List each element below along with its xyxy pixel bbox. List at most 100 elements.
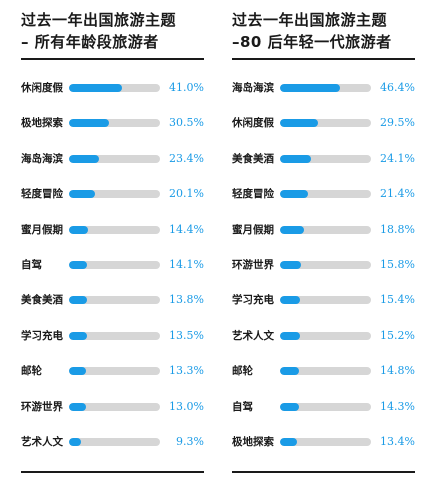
bar bbox=[69, 154, 100, 163]
bar bbox=[69, 331, 87, 340]
value-label: 15.8% bbox=[380, 258, 415, 271]
category-label: 休闲度假 bbox=[232, 117, 274, 130]
bar-row: 海岛海滨 23.4% bbox=[21, 149, 211, 169]
bar bbox=[69, 367, 87, 376]
bar-row: 美食美酒 24.1% bbox=[232, 149, 422, 169]
bar-track bbox=[280, 331, 371, 340]
bar bbox=[69, 225, 88, 234]
bar-track bbox=[280, 154, 371, 163]
value-label: 13.5% bbox=[169, 328, 204, 342]
category-label: 艺术人文 bbox=[232, 329, 274, 342]
bar bbox=[280, 84, 341, 92]
category-label: 艺术人文 bbox=[21, 436, 63, 448]
bar-row: 极地探索 30.5% bbox=[21, 113, 211, 133]
bar bbox=[69, 261, 88, 269]
category-label: 美食美酒 bbox=[21, 294, 63, 307]
bar-row: 蜜月假期 14.4% bbox=[21, 220, 211, 240]
value-label: 14.8% bbox=[380, 364, 415, 378]
chart-subtitle: –80 后年轻一代旅游者 bbox=[232, 33, 392, 51]
category-label: 学习充电 bbox=[21, 329, 63, 342]
category-label: 邮轮 bbox=[21, 365, 42, 378]
value-label: 14.1% bbox=[169, 258, 204, 271]
value-label: 15.4% bbox=[380, 293, 415, 307]
bar bbox=[280, 367, 300, 376]
bar-track bbox=[280, 367, 371, 376]
bar-row: 极地探索 13.4% bbox=[232, 432, 422, 452]
category-label: 环游世界 bbox=[21, 400, 63, 413]
category-label: 蜜月假期 bbox=[21, 223, 63, 236]
value-label: 41.0% bbox=[169, 81, 204, 94]
value-label: 9.3% bbox=[176, 435, 204, 448]
value-label: 13.4% bbox=[380, 435, 415, 448]
bar-track bbox=[280, 402, 371, 411]
bar-row: 艺术人文 15.2% bbox=[232, 326, 422, 346]
value-label: 15.2% bbox=[380, 328, 415, 342]
bar-row: 轻度冒险 21.4% bbox=[232, 184, 422, 204]
value-label: 21.4% bbox=[380, 187, 415, 201]
bar bbox=[69, 402, 86, 411]
bar-row: 学习充电 13.5% bbox=[21, 326, 211, 346]
bar-row: 邮轮 13.3% bbox=[21, 361, 211, 381]
bar-row: 艺术人文 9.3% bbox=[21, 432, 211, 452]
bar bbox=[280, 402, 299, 411]
chart-title: 过去一年出国旅游主题 bbox=[232, 11, 388, 29]
category-label: 邮轮 bbox=[232, 365, 253, 378]
top-rule bbox=[21, 58, 204, 60]
bar-row: 学习充电 15.4% bbox=[232, 290, 422, 310]
value-label: 13.3% bbox=[169, 364, 204, 378]
category-label: 美食美酒 bbox=[232, 152, 274, 165]
bar bbox=[69, 119, 109, 128]
bar-track bbox=[69, 119, 160, 128]
chart-title-block: 过去一年出国旅游主题 – 所有年龄段旅游者 bbox=[21, 9, 176, 53]
category-label: 休闲度假 bbox=[21, 82, 63, 94]
category-label: 环游世界 bbox=[232, 259, 274, 271]
bar bbox=[280, 225, 305, 234]
category-label: 自驾 bbox=[21, 259, 42, 271]
bar-row: 自驾 14.3% bbox=[232, 397, 422, 417]
bar-track bbox=[280, 190, 371, 199]
category-label: 海岛海滨 bbox=[21, 152, 63, 165]
bar-row: 环游世界 13.0% bbox=[21, 397, 211, 417]
bar-row: 环游世界 15.8% bbox=[232, 255, 422, 275]
value-label: 30.5% bbox=[169, 116, 204, 130]
bar-track bbox=[280, 84, 371, 92]
bar-track bbox=[69, 261, 160, 269]
bar-track bbox=[280, 438, 371, 446]
bar-track bbox=[280, 296, 371, 305]
chart-title: 过去一年出国旅游主题 bbox=[21, 11, 177, 29]
bar-track bbox=[280, 119, 371, 128]
bar-row: 休闲度假 41.0% bbox=[21, 78, 211, 98]
bar-row: 轻度冒险 20.1% bbox=[21, 184, 211, 204]
bar bbox=[280, 296, 301, 305]
bar-track bbox=[69, 190, 160, 199]
bar bbox=[69, 84, 123, 92]
bar bbox=[280, 154, 312, 163]
bar-row: 海岛海滨 46.4% bbox=[232, 78, 422, 98]
value-label: 14.4% bbox=[169, 222, 204, 236]
chart-subtitle: – 所有年龄段旅游者 bbox=[21, 33, 159, 51]
category-label: 海岛海滨 bbox=[232, 82, 274, 94]
value-label: 29.5% bbox=[380, 116, 415, 130]
chart-title-block: 过去一年出国旅游主题 –80 后年轻一代旅游者 bbox=[232, 9, 392, 53]
bar-track bbox=[69, 225, 160, 234]
bar bbox=[280, 331, 300, 340]
category-label: 极地探索 bbox=[21, 117, 63, 130]
category-label: 学习充电 bbox=[232, 294, 274, 307]
category-label: 轻度冒险 bbox=[232, 188, 274, 201]
bar-row: 自驾 14.1% bbox=[21, 255, 211, 275]
bottom-rule bbox=[21, 471, 204, 473]
value-label: 20.1% bbox=[169, 187, 204, 201]
value-label: 23.4% bbox=[169, 151, 204, 165]
value-label: 24.1% bbox=[380, 151, 415, 165]
bar bbox=[280, 438, 298, 446]
bar-track bbox=[280, 261, 371, 269]
bar-row: 邮轮 14.8% bbox=[232, 361, 422, 381]
bar-track bbox=[69, 154, 160, 163]
bar-row: 美食美酒 13.8% bbox=[21, 290, 211, 310]
bar bbox=[69, 190, 96, 199]
bar-track bbox=[69, 331, 160, 340]
bar bbox=[280, 261, 301, 269]
value-label: 18.8% bbox=[380, 222, 415, 236]
bar bbox=[69, 438, 82, 446]
bar-track bbox=[69, 438, 160, 446]
